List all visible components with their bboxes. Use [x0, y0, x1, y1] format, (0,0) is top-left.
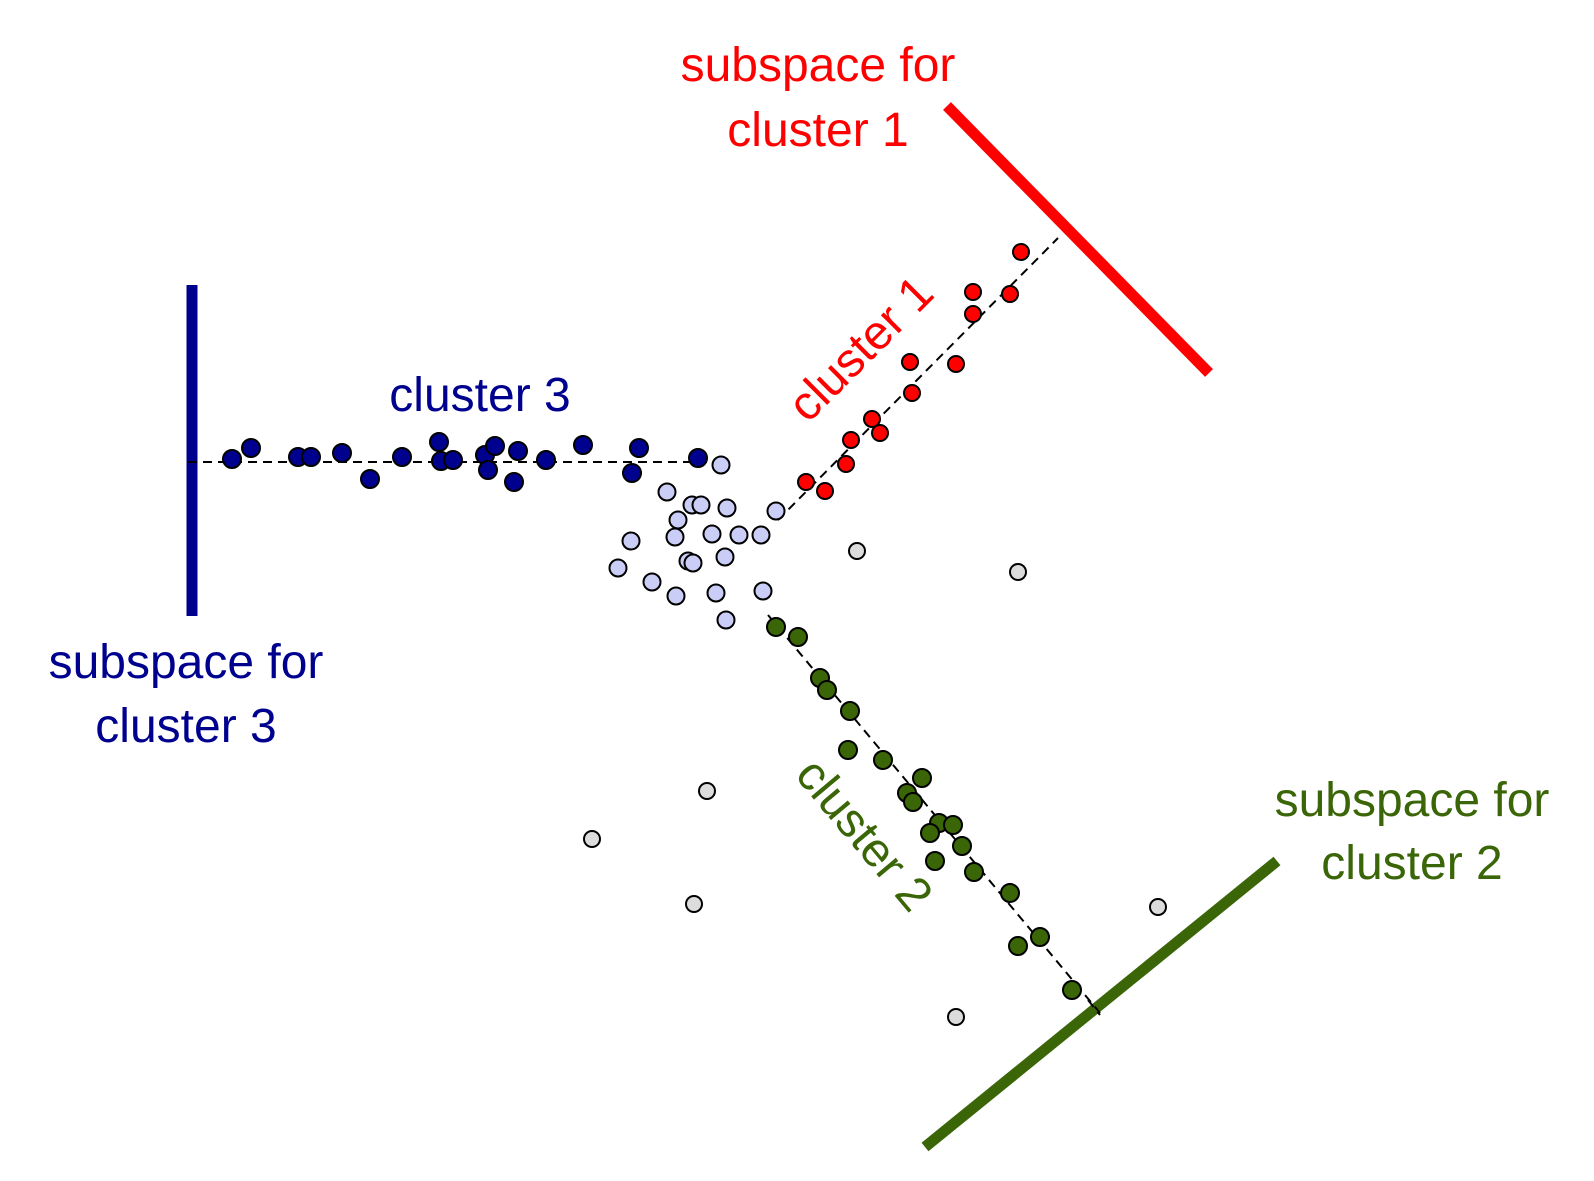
- cluster-1-label: cluster 1: [778, 266, 944, 432]
- cluster-3-point: [508, 441, 528, 461]
- cluster-2-point: [943, 815, 963, 835]
- cluster-3-point: [688, 448, 708, 468]
- cluster-2-points: [766, 617, 1082, 1000]
- cluster-3-point: [478, 460, 498, 480]
- subspace-2-label-line-1: subspace for: [1275, 774, 1550, 827]
- cluster-2-point: [925, 851, 945, 871]
- cluster-1-point: [842, 431, 860, 449]
- cluster-2-point: [952, 836, 972, 856]
- shared-core-point: [706, 583, 726, 603]
- cluster-1-point: [1012, 243, 1030, 261]
- shared-core-point: [642, 572, 662, 592]
- shared-core-point: [729, 525, 749, 545]
- shared-core-point: [608, 558, 628, 578]
- cluster-3-point: [485, 436, 505, 456]
- cluster-3-point: [443, 450, 463, 470]
- cluster-3-point: [301, 447, 321, 467]
- cluster-2-point: [873, 750, 893, 770]
- cluster-3-points: [222, 432, 708, 492]
- cluster-2-guide-line: [767, 614, 1101, 1014]
- shared-core-point: [766, 501, 786, 521]
- subspace-1-label-line-2: cluster 1: [727, 104, 908, 157]
- cluster-3-point: [332, 443, 352, 463]
- cluster-3-point: [504, 472, 524, 492]
- cluster-1-points: [797, 243, 1030, 500]
- cluster-2-guide-tick: [1087, 999, 1101, 1016]
- subspace-3-label-line-2: cluster 3: [95, 700, 276, 753]
- noise-point: [1149, 898, 1167, 916]
- cluster-1-point: [863, 410, 881, 428]
- noise-points: [583, 542, 1167, 1026]
- shared-core-point: [717, 498, 737, 518]
- shared-core-point: [702, 524, 722, 544]
- cluster-1-point: [901, 353, 919, 371]
- noise-point: [848, 542, 866, 560]
- cluster-2-point: [920, 823, 940, 843]
- subspace-line-cluster-1: [943, 102, 1213, 377]
- cluster-1-point: [947, 355, 965, 373]
- subspace-3-label-line-1: subspace for: [49, 636, 324, 689]
- cluster-3-point: [429, 432, 449, 452]
- cluster-1-point: [964, 305, 982, 323]
- cluster-1-point: [797, 473, 815, 491]
- cluster-1-point: [837, 455, 855, 473]
- cluster-1-point: [1001, 285, 1019, 303]
- cluster-3-point: [622, 463, 642, 483]
- shared-core-point: [668, 510, 688, 530]
- subspace-2-label-line-2: cluster 2: [1321, 837, 1502, 890]
- cluster-3-point: [536, 450, 556, 470]
- cluster-2-point: [964, 862, 984, 882]
- cluster-2-point: [840, 701, 860, 721]
- shared-core-points: [608, 455, 786, 630]
- cluster-1-point: [816, 482, 834, 500]
- cluster-2-point: [1030, 927, 1050, 947]
- cluster-3-point: [392, 447, 412, 467]
- shared-core-point: [683, 553, 703, 573]
- points-layer: [222, 243, 1167, 1026]
- cluster-2-point: [1008, 936, 1028, 956]
- cluster-3-point: [360, 469, 380, 489]
- noise-point: [685, 895, 703, 913]
- subspace-1-label-line-1: subspace for: [681, 39, 956, 92]
- cluster-1-guide-line: [777, 237, 1059, 521]
- cluster-1-point: [964, 283, 982, 301]
- shared-core-point: [716, 610, 736, 630]
- shared-core-point: [715, 547, 735, 567]
- cluster-2-point: [766, 617, 786, 637]
- cluster-3-point: [222, 449, 242, 469]
- cluster-3-label: cluster 3: [389, 369, 570, 422]
- shared-core-point: [753, 581, 773, 601]
- cluster-2-point: [912, 768, 932, 788]
- shared-core-point: [691, 495, 711, 515]
- shared-core-point: [657, 482, 677, 502]
- noise-point: [698, 782, 716, 800]
- subspace-line-cluster-2: [921, 856, 1281, 1152]
- noise-point: [947, 1008, 965, 1026]
- cluster-2-point: [817, 680, 837, 700]
- cluster-3-point: [629, 438, 649, 458]
- cluster-3-point: [241, 438, 261, 458]
- shared-core-point: [666, 586, 686, 606]
- shared-core-point: [751, 525, 771, 545]
- cluster-2-point: [788, 627, 808, 647]
- shared-core-point: [621, 531, 641, 551]
- shared-core-point: [711, 455, 731, 475]
- cluster-2-point: [903, 792, 923, 812]
- noise-point: [1009, 563, 1027, 581]
- cluster-1-point: [903, 384, 921, 402]
- cluster-1-point: [871, 424, 889, 442]
- cluster-2-point: [1062, 980, 1082, 1000]
- cluster-3-point: [573, 435, 593, 455]
- cluster-2-point: [838, 740, 858, 760]
- noise-point: [583, 830, 601, 848]
- shared-core-point: [665, 527, 685, 547]
- cluster-2-point: [1000, 883, 1020, 903]
